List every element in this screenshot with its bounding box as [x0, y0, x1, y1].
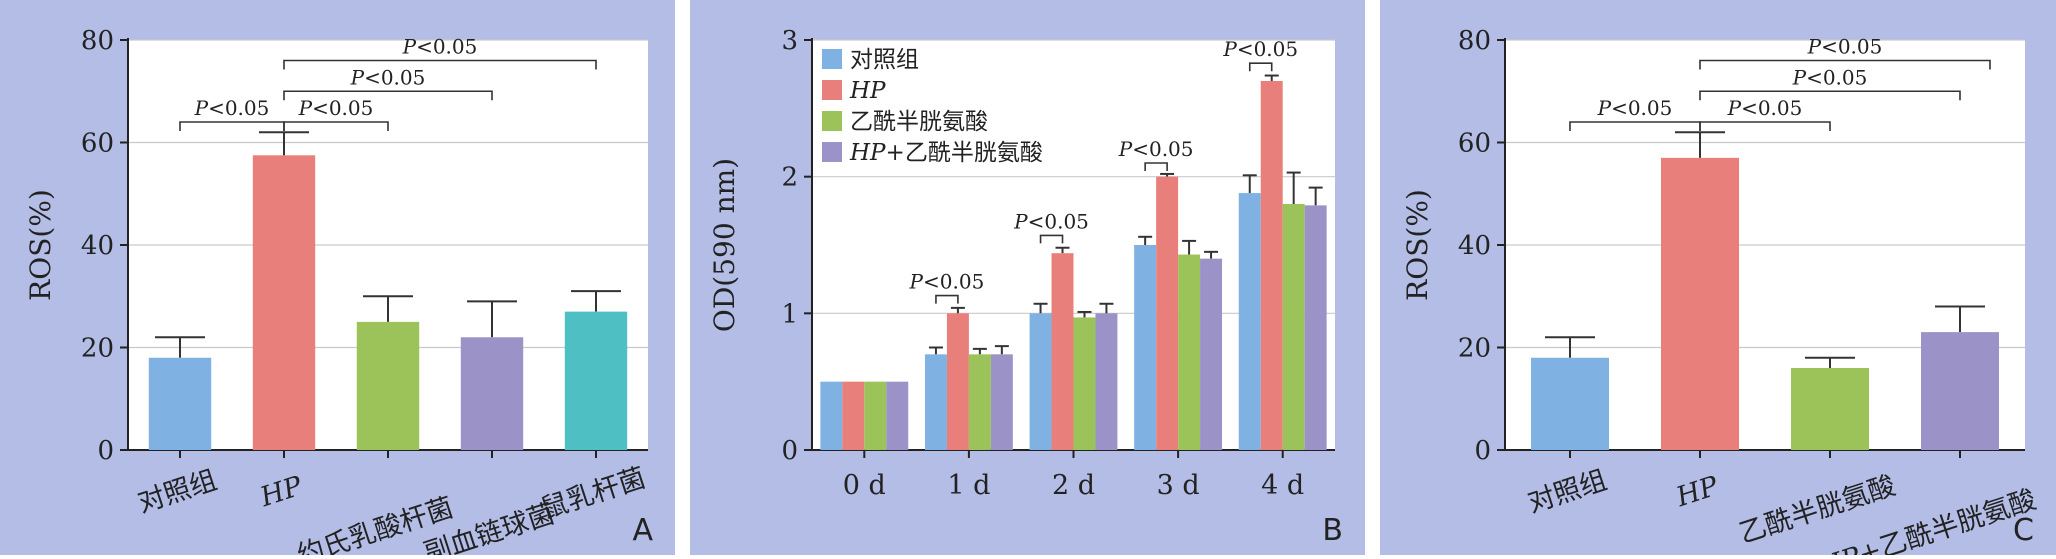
category-label: 1 d [947, 470, 990, 501]
bar-HP [1260, 81, 1283, 450]
y-axis-label: ROS(%) [1401, 189, 1434, 301]
bar-HP [842, 381, 865, 450]
significance-label: P<0.05 [1727, 96, 1803, 120]
legend-label: 对照组 [850, 47, 919, 73]
panel-letter: C [2013, 513, 2034, 548]
legend-swatch [822, 111, 842, 131]
panel-B: 0 1 2 3 OD(590 nm) B 0 d 1 d 2 d 3 d 4 d P<0.05 P<0.… [690, 0, 1365, 555]
bar-乙酰半胱氨酸 [1282, 204, 1305, 450]
significance-label: P<0.05 [350, 65, 426, 89]
significance-label: P<0.05 [1118, 137, 1194, 161]
bar-HP+乙酰半胱氨酸 [990, 354, 1013, 450]
y-tick-label: 20 [81, 334, 114, 364]
significance-label: P<0.05 [194, 96, 270, 120]
significance-bracket [1248, 62, 1273, 72]
bar-乙酰半胱氨酸 [864, 381, 887, 450]
bar-HP [946, 313, 969, 450]
bar-对照组 [148, 357, 212, 450]
legend-label: HP [849, 78, 886, 104]
y-tick-label: 0 [1474, 436, 1491, 466]
y-tick-label: 40 [81, 231, 114, 261]
significance-label: P<0.05 [298, 96, 374, 120]
y-tick-label: 20 [1458, 334, 1491, 364]
significance-label: P<0.05 [402, 35, 478, 59]
y-tick-label: 0 [97, 436, 114, 466]
significance-label: P<0.05 [909, 270, 985, 294]
significance-bracket [283, 59, 597, 70]
category-label: 2 d [1052, 470, 1095, 501]
bar-HP+乙酰半胱氨酸 [886, 381, 909, 450]
bar-鼠乳杆菌 [564, 311, 628, 450]
y-tick-label: 80 [1458, 26, 1491, 56]
bar-HP+乙酰半胱氨酸 [1304, 205, 1327, 450]
y-axis-label: OD(590 nm) [708, 158, 741, 332]
y-tick-label: 40 [1458, 231, 1491, 261]
legend: 对照组 HP 乙酰半胱氨酸 HP+乙酰半胱氨酸 [822, 47, 1043, 166]
y-tick-label: 60 [81, 129, 114, 159]
bar-HP+乙酰半胱氨酸 [1095, 313, 1118, 450]
significance-bracket [283, 121, 389, 131]
y-axis-label: ROS(%) [24, 189, 57, 301]
significance-label: P<0.05 [1013, 209, 1089, 233]
y-tick-label: 2 [781, 163, 798, 193]
bar-副血链球菌 [460, 337, 524, 450]
panel-letter: A [632, 513, 653, 548]
category-label: 3 d [1157, 470, 1200, 501]
legend-swatch [822, 142, 842, 162]
significance-bracket [1039, 234, 1064, 244]
bar-对照组 [820, 381, 843, 450]
y-tick-label: 1 [781, 299, 798, 329]
bar-对照组 [1238, 193, 1261, 451]
significance-label: P<0.05 [1807, 35, 1883, 59]
y-tick-label: 0 [781, 436, 798, 466]
panel-letter: B [1322, 513, 1343, 548]
bar-乙酰半胱氨酸 [968, 354, 991, 450]
significance-bracket [935, 294, 959, 304]
significance-label: P<0.05 [1222, 37, 1298, 61]
category-label: 0 d [843, 470, 886, 501]
bar-HP+乙酰半胱氨酸 [1921, 332, 1999, 450]
bar-HP+乙酰半胱氨酸 [1200, 258, 1223, 450]
bar-HP [252, 155, 316, 450]
significance-label: P<0.05 [1597, 96, 1673, 120]
bar-对照组 [1029, 313, 1052, 450]
bar-约氏乳酸杆菌 [356, 321, 420, 450]
y-tick-label: 3 [781, 26, 798, 56]
bar-乙酰半胱氨酸 [1178, 254, 1201, 450]
significance-bracket [1699, 90, 1961, 101]
bar-对照组 [1531, 357, 1609, 450]
significance-bracket [1144, 162, 1168, 171]
bar-乙酰半胱氨酸 [1073, 317, 1096, 450]
significance-bracket [1699, 59, 1991, 70]
significance-bracket [1699, 121, 1831, 131]
legend-label: 乙酰半胱氨酸 [850, 109, 988, 135]
legend-label: HP+乙酰半胱氨酸 [849, 140, 1043, 166]
y-tick-label: 60 [1458, 129, 1491, 159]
bar-对照组 [924, 354, 947, 450]
bar-HP [1156, 176, 1179, 450]
bar-对照组 [1134, 245, 1157, 450]
legend-swatch [822, 80, 842, 100]
bar-HP [1051, 253, 1074, 450]
significance-label: P<0.05 [1792, 65, 1868, 89]
bar-HP [1661, 157, 1739, 450]
y-tick-label: 80 [81, 26, 114, 56]
panel-C: 020406080ROS(%)C对照组HP乙酰半胱氨酸HP+乙酰半胱氨酸P<0.… [1380, 0, 2056, 559]
bar-乙酰半胱氨酸 [1791, 368, 1869, 450]
legend-swatch [822, 49, 842, 69]
significance-bracket [283, 90, 493, 101]
category-label: 4 d [1261, 470, 1304, 501]
